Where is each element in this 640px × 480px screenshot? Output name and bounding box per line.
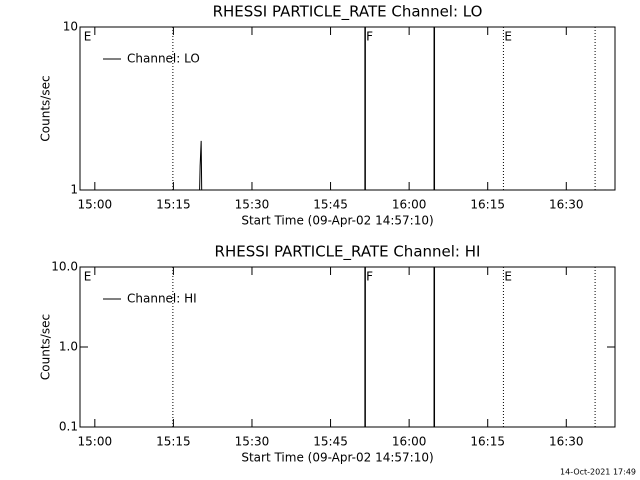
x-tick-label: 15:30 xyxy=(235,198,270,212)
flag-label: E xyxy=(504,30,512,44)
y-axis-label: Counts/sec xyxy=(39,314,53,380)
x-tick-label: 15:00 xyxy=(78,435,113,449)
x-axis-label: Start Time (09-Apr-02 14:57:10) xyxy=(241,451,433,465)
x-tick-label: 16:15 xyxy=(470,435,505,449)
x-axis-label: Start Time (09-Apr-02 14:57:10) xyxy=(241,214,433,228)
flag-label: F xyxy=(366,270,373,284)
x-tick-label: 15:00 xyxy=(78,198,113,212)
x-tick-label: 15:45 xyxy=(313,435,348,449)
chart-title: RHESSI PARTICLE_RATE Channel: LO xyxy=(213,3,483,22)
x-tick-label: 16:00 xyxy=(392,198,427,212)
x-tick-label: 16:30 xyxy=(549,435,584,449)
y-tick-label: 1.0 xyxy=(59,340,78,354)
x-tick-label: 15:45 xyxy=(313,198,348,212)
legend-label: Channel: LO xyxy=(127,52,200,66)
flag-label: E xyxy=(84,30,92,44)
x-tick-label: 16:15 xyxy=(470,198,505,212)
chart-title: RHESSI PARTICLE_RATE Channel: HI xyxy=(215,243,481,262)
y-axis-label: Counts/sec xyxy=(39,75,53,141)
x-tick-label: 15:15 xyxy=(156,435,191,449)
plot-frame xyxy=(79,26,616,191)
legend-label: Channel: HI xyxy=(127,292,197,306)
x-tick-label: 16:30 xyxy=(549,198,584,212)
x-tick-label: 16:00 xyxy=(392,435,427,449)
timestamp: 14-Oct-2021 17:49 xyxy=(560,468,636,477)
y-tick-label: 10.0 xyxy=(51,260,78,274)
flag-label: E xyxy=(84,270,92,284)
y-tick-label: 1 xyxy=(70,183,78,197)
flag-label: E xyxy=(504,270,512,284)
y-tick-label: 10 xyxy=(63,20,78,34)
x-tick-label: 15:15 xyxy=(156,198,191,212)
y-tick-label: 0.1 xyxy=(59,420,78,434)
data-line xyxy=(199,140,203,191)
x-tick-label: 15:30 xyxy=(235,435,270,449)
flag-label: F xyxy=(366,30,373,44)
